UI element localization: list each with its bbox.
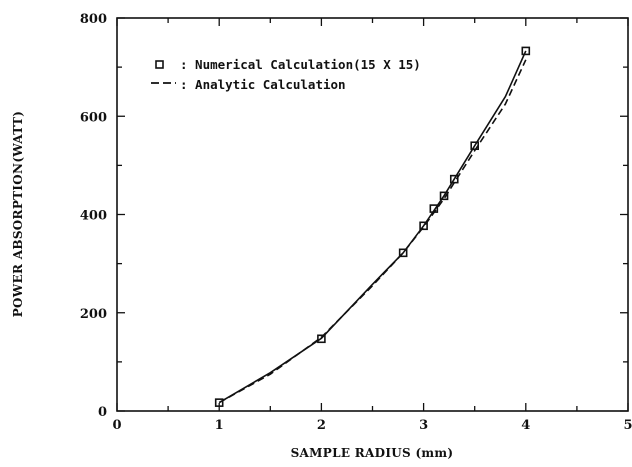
legend-square-icon <box>155 60 164 69</box>
data-point <box>470 141 480 151</box>
data-point <box>398 248 408 258</box>
x-tick-label: 2 <box>317 418 326 433</box>
legend-label-analytic: : Analytic Calculation <box>180 77 346 92</box>
x-tick-label: 1 <box>215 418 224 433</box>
y-tick-label: 200 <box>80 307 107 322</box>
x-tick-label: 4 <box>521 418 530 433</box>
x-tick-label: 5 <box>623 418 632 433</box>
data-point <box>317 334 326 344</box>
axis-ticks <box>116 17 629 412</box>
x-axis-title: SAMPLE RADIUS (mm) <box>291 446 454 460</box>
data-point <box>521 46 531 56</box>
series-lines <box>218 50 527 404</box>
data-point <box>214 398 224 407</box>
y-tick-label: 800 <box>80 12 107 27</box>
y-axis-title: POWER ABSORPTION(WATT) <box>11 111 25 318</box>
y-tick-label: 0 <box>98 405 107 420</box>
y-tick-labels: 0 200 400 600 800 <box>80 12 107 420</box>
data-point <box>429 204 439 213</box>
x-tick-label: 0 <box>112 418 121 433</box>
y-tick-label: 600 <box>80 110 107 125</box>
data-point <box>449 174 459 184</box>
y-tick-label: 400 <box>80 209 107 224</box>
x-tick-label: 3 <box>419 418 428 433</box>
legend: : Numerical Calculation(15 X 15) : Analy… <box>151 57 421 92</box>
analytic-series-line <box>218 59 527 404</box>
x-tick-labels: 0 1 2 3 4 5 <box>112 418 632 433</box>
legend-label-numerical: : Numerical Calculation(15 X 15) <box>180 57 421 72</box>
data-point <box>439 191 449 201</box>
fit-series-line <box>218 50 527 404</box>
data-point <box>419 221 428 231</box>
series-markers <box>214 46 531 407</box>
